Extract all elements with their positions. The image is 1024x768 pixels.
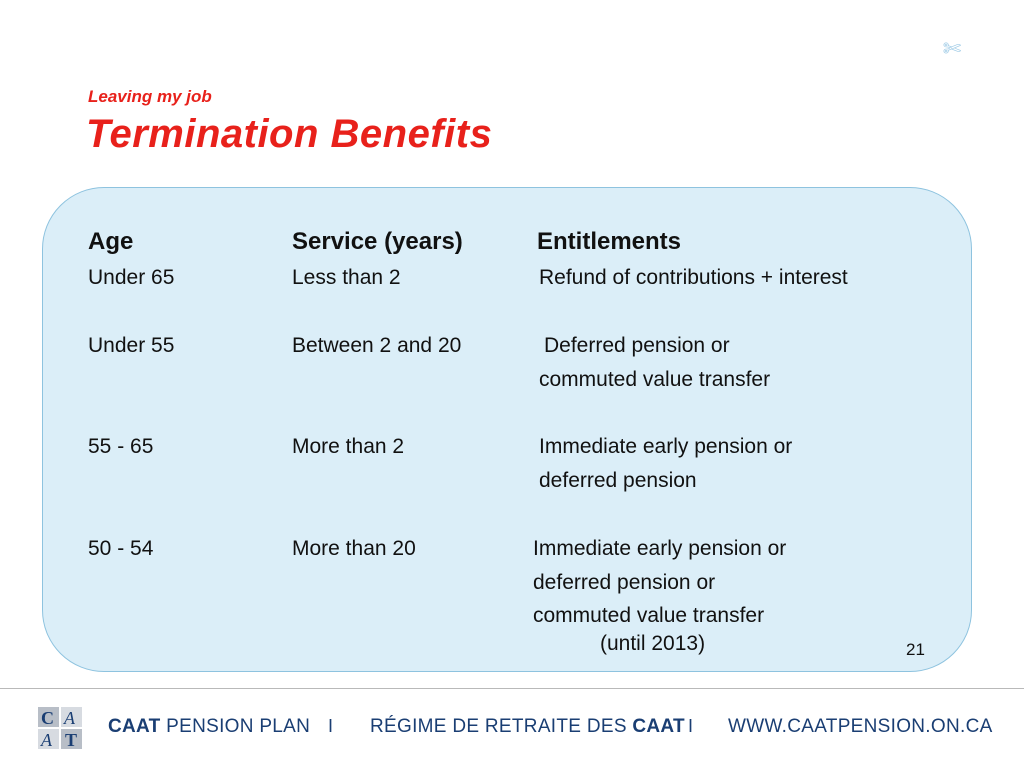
footer-divider [0, 688, 1024, 689]
footer-french-brand: RÉGIME DE RETRAITE DES CAAT [370, 716, 685, 738]
row-entitlement-line: deferred pension or [533, 571, 716, 594]
footer-french-rest: RÉGIME DE RETRAITE DES [370, 716, 633, 737]
slide-subtitle: Leaving my job [88, 87, 212, 106]
row-age: 50 - 54 [88, 537, 154, 560]
row-entitlement-line: Immediate early pension or [539, 435, 793, 458]
row-service: More than 2 [292, 435, 405, 458]
page-number: 21 [906, 640, 925, 659]
svg-text:A: A [63, 708, 76, 728]
footer-brand-rest: PENSION PLAN [160, 716, 311, 737]
footer-separator: I [328, 716, 334, 736]
header-age: Age [88, 228, 134, 255]
row-age: Under 55 [88, 334, 175, 357]
row-age: Under 65 [88, 266, 175, 289]
row-age: 55 - 65 [88, 435, 154, 458]
footer-website-link[interactable]: WWW.CAATPENSION.ON.CA [728, 716, 993, 737]
svg-text:A: A [40, 730, 53, 750]
scissors-icon: ✄ [942, 36, 962, 61]
svg-text:T: T [65, 730, 77, 750]
footer-separator: I [688, 716, 694, 736]
row-service: Less than 2 [292, 266, 401, 289]
header-service: Service (years) [292, 228, 463, 255]
row-entitlement-line: commuted value transfer [539, 368, 771, 391]
row-entitlement-note: (until 2013) [600, 632, 706, 655]
caat-logo-icon: C A A T [38, 707, 84, 751]
row-entitlement-line: Immediate early pension or [533, 537, 787, 560]
svg-text:C: C [41, 708, 54, 728]
header-entitlements: Entitlements [537, 228, 682, 255]
row-entitlement-line: Refund of contributions + interest [539, 266, 848, 289]
content-panel [42, 187, 972, 672]
footer-french-bold: CAAT [632, 716, 685, 737]
row-entitlement-line: deferred pension [539, 469, 697, 492]
footer-brand-bold: CAAT [108, 716, 161, 737]
row-service: More than 20 [292, 537, 416, 560]
slide-title: Termination Benefits [86, 112, 493, 156]
row-entitlement-line: commuted value transfer [533, 604, 765, 627]
row-entitlement-line: Deferred pension or [544, 334, 730, 357]
row-service: Between 2 and 20 [292, 334, 462, 357]
footer-brand: CAAT PENSION PLAN [108, 716, 310, 738]
